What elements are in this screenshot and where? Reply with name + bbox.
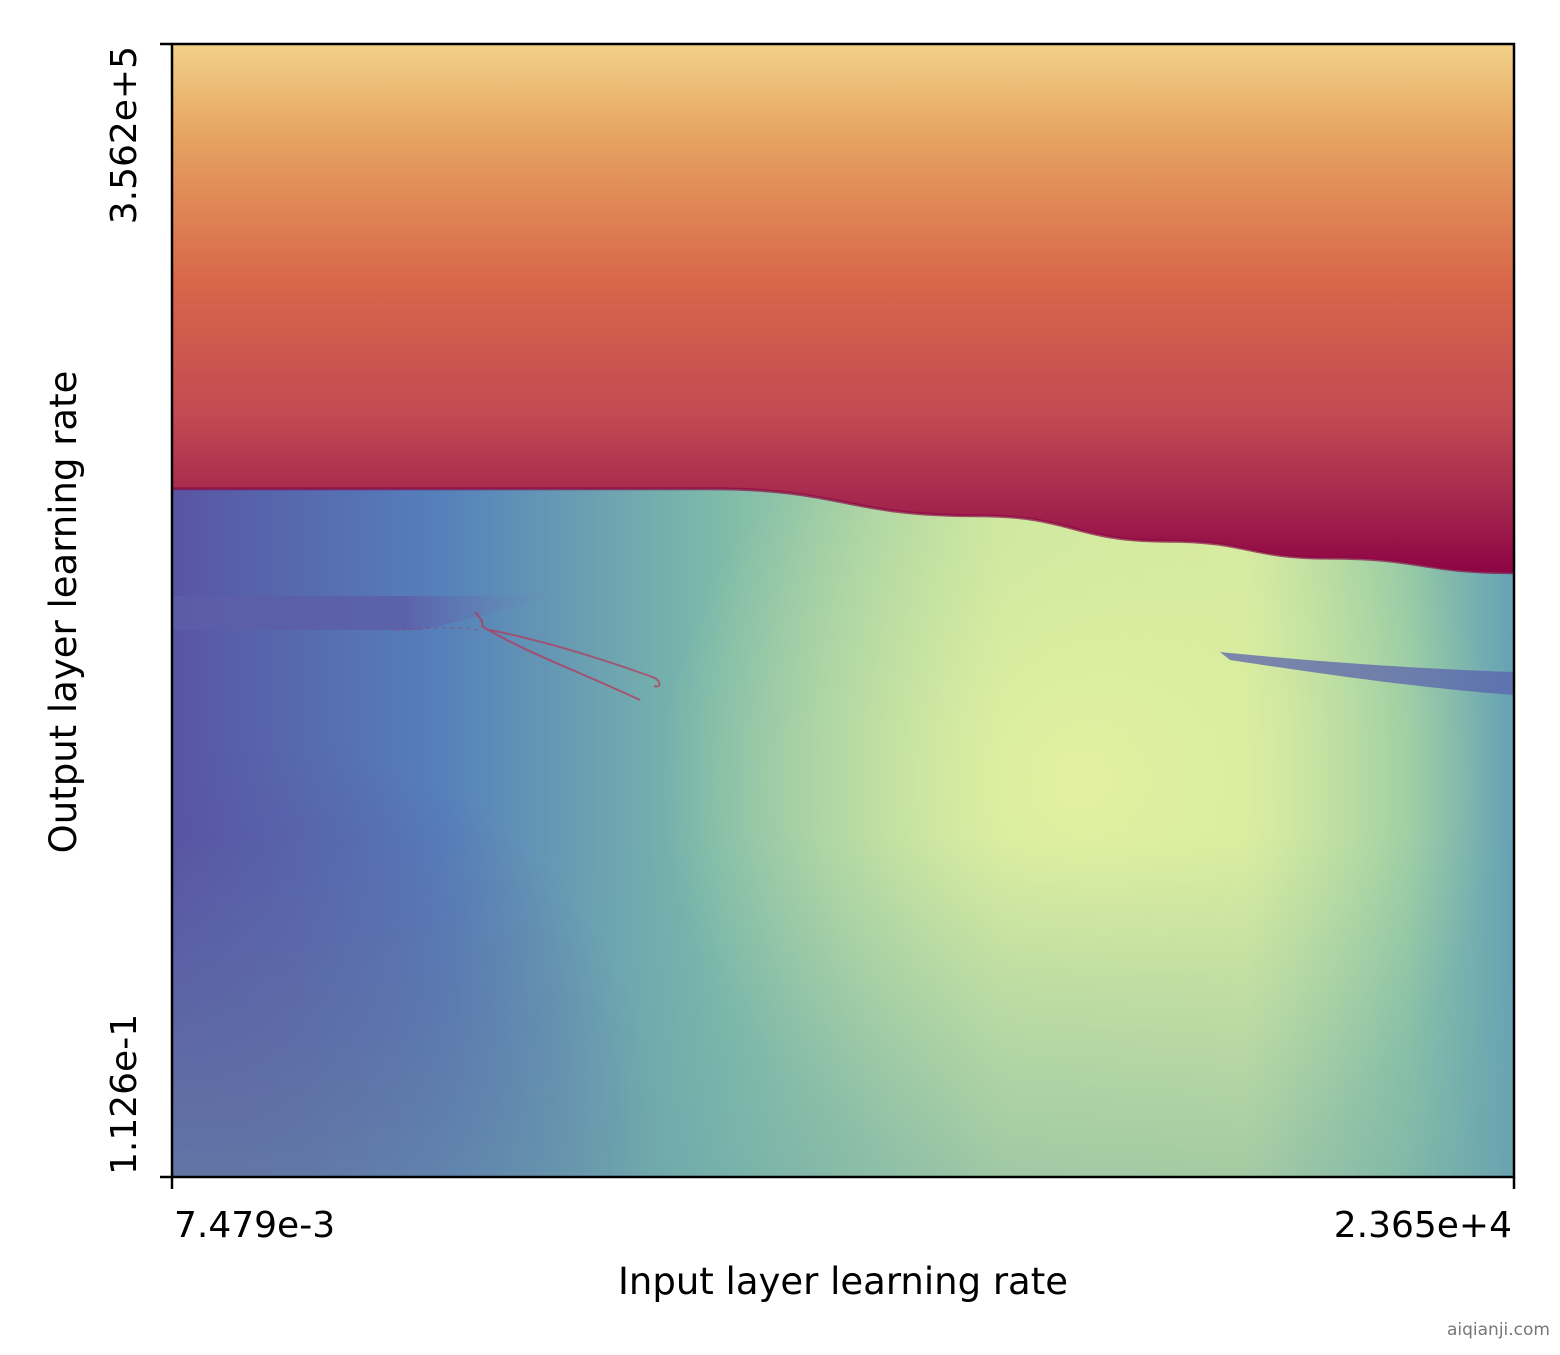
y-axis-label: Output layer learning rate — [42, 371, 85, 854]
y-tick-label: 3.562e+5 — [104, 46, 145, 224]
heatmap-plot-area — [172, 44, 1514, 1177]
trail-1 — [474, 611, 641, 701]
x-tick-label: 7.479e-3 — [174, 1205, 335, 1246]
x-axis-ticks: 7.479e-3 2.365e+4 — [170, 1177, 1516, 1246]
boundary-fuzz-right — [1220, 652, 1514, 695]
x-tick-label: 2.365e+4 — [1334, 1205, 1512, 1246]
divergent-region — [172, 44, 1514, 573]
trail-2 — [489, 629, 661, 688]
y-tick-label: 1.126e-1 — [104, 1014, 145, 1175]
y-axis-ticks: 1.126e-1 3.562e+5 — [104, 42, 172, 1179]
left-purple-band — [172, 596, 560, 630]
divergence-boundary-line — [172, 487, 1514, 575]
x-axis-label: Input layer learning rate — [618, 1260, 1068, 1303]
axes-frame — [170, 42, 1516, 1179]
trail-3 — [394, 626, 479, 631]
watermark-text: aiqianji.com — [1447, 1320, 1550, 1340]
